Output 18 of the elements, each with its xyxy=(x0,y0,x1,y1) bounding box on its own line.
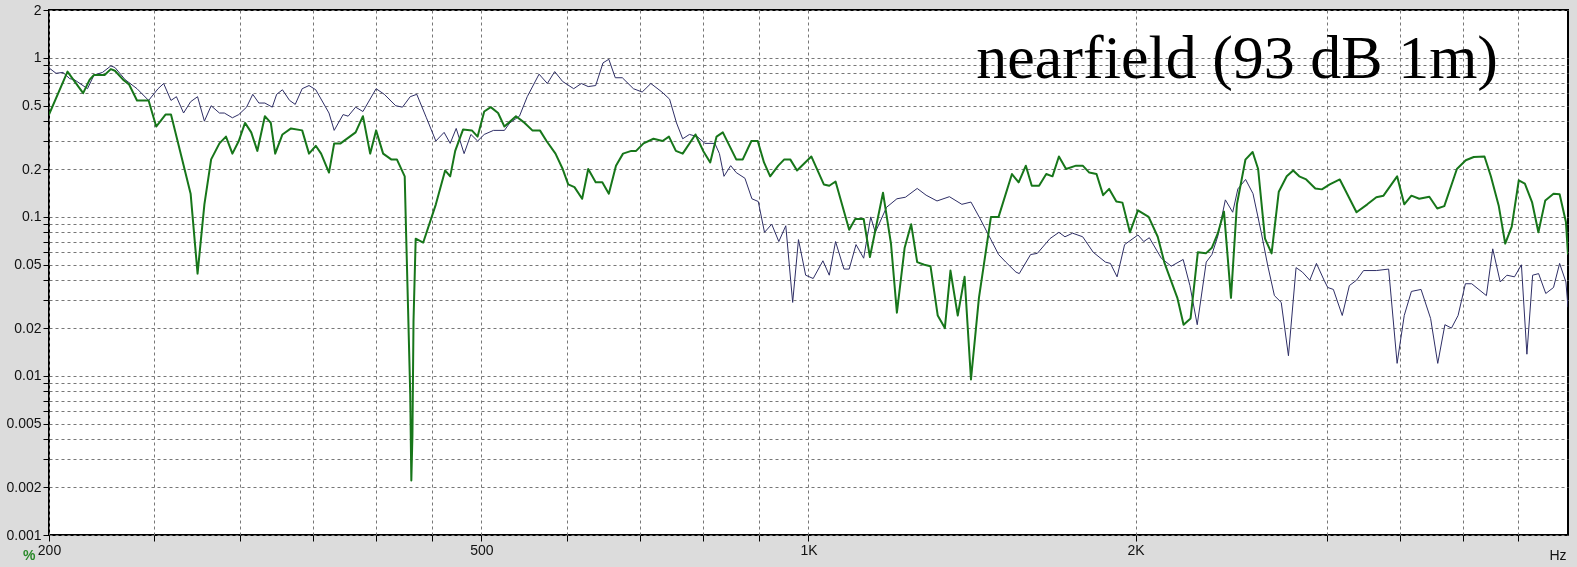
y-axis-title: % xyxy=(23,546,37,563)
chart-title: nearfield (93 dB 1m) xyxy=(976,23,1498,92)
x-tick-label: 500 xyxy=(470,541,494,558)
y-tick-label: 1 xyxy=(33,49,42,66)
y-tick-label: 0.005 xyxy=(6,415,42,432)
y-tick-label: 0.5 xyxy=(22,97,42,114)
x-axis-title: Hz xyxy=(1549,546,1567,563)
x-tick-label: 1K xyxy=(800,541,819,558)
y-tick-label: 0.002 xyxy=(6,478,42,495)
y-tick-label: 0.05 xyxy=(14,256,42,273)
y-tick-label: 0.001 xyxy=(6,526,42,543)
y-tick-label: 0.02 xyxy=(14,319,42,336)
x-tick-label: 2K xyxy=(1127,541,1146,558)
y-tick-label: 0.1 xyxy=(22,208,42,225)
x-tick-label: 200 xyxy=(37,541,62,558)
y-tick-label: 0.2 xyxy=(22,160,42,177)
y-tick-label: 0.01 xyxy=(14,367,42,384)
y-tick-label: 2 xyxy=(33,1,42,18)
